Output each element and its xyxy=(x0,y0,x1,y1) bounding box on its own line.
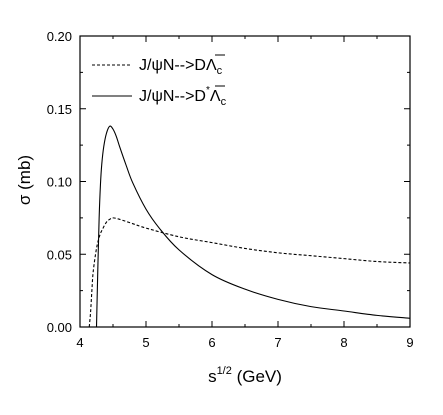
y-tick-label: 0.05 xyxy=(47,247,72,262)
y-tick-label: 0.20 xyxy=(47,29,72,44)
y-tick-label: 0.15 xyxy=(47,102,72,117)
legend-label-dbar-star-lambda: J/ψN-->D*Λc xyxy=(139,85,227,108)
x-axis-label: s1/2 (GeV) xyxy=(208,365,282,386)
y-axis-label: σ (mb) xyxy=(15,155,34,205)
plot-frame xyxy=(79,35,411,328)
y-tick-label: 0.00 xyxy=(47,320,72,335)
x-axis-label-base: s xyxy=(208,367,217,386)
legend: J/ψN-->DΛc J/ψN-->D*Λc xyxy=(92,54,227,108)
x-axis-label-rest: (GeV) xyxy=(232,367,282,386)
y-tick-label: 0.10 xyxy=(47,175,72,190)
x-axis-label-sup: 1/2 xyxy=(217,365,232,377)
legend-particle-dbar: D xyxy=(194,57,206,74)
axis-ticks xyxy=(79,35,411,328)
series-layer xyxy=(88,125,411,328)
series-dbar-star-lambda-curve xyxy=(95,125,411,328)
x-tick-label: 9 xyxy=(406,335,413,350)
legend-particle-dbar-star: D xyxy=(194,88,206,105)
x-tick-label: 7 xyxy=(274,335,281,350)
series-dbar-lambda-curve xyxy=(88,217,411,328)
x-tick-label: 8 xyxy=(340,335,347,350)
legend-label-dbar-lambda: J/ψN-->DΛc xyxy=(139,57,223,77)
tick-labels: 4 5 6 7 8 9 0.00 0.05 0.10 0.15 0.20 xyxy=(47,29,414,350)
legend-entry-dbar-lambda: J/ψN-->DΛc xyxy=(92,54,225,77)
x-tick-label: 4 xyxy=(76,335,83,350)
x-tick-label: 6 xyxy=(208,335,215,350)
x-tick-label: 5 xyxy=(142,335,149,350)
legend-entry-dbar-star-lambda: J/ψN-->D*Λc xyxy=(92,85,227,108)
